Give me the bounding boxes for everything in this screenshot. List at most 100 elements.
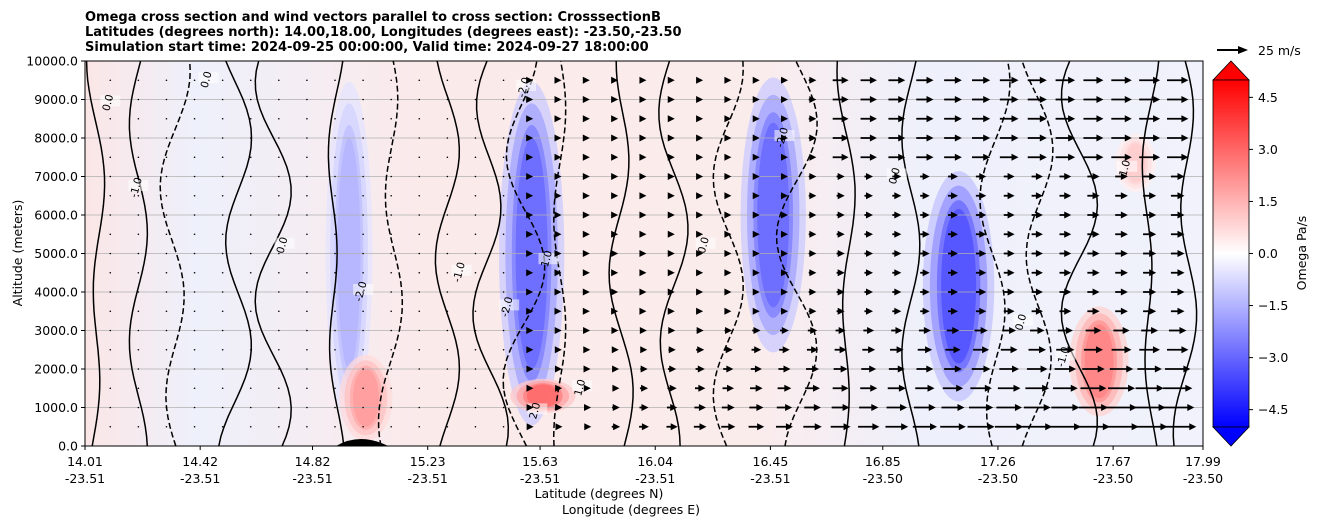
wind-vector (306, 194, 308, 197)
wind-vector-head (526, 211, 534, 219)
wind-vector-head (841, 134, 849, 142)
wind-vector-head (1092, 173, 1100, 180)
wind-vector (418, 329, 421, 332)
wind-vector-head (865, 211, 873, 219)
wind-vector-head (809, 192, 817, 200)
wind-vector-head (898, 384, 906, 392)
wind-vector (165, 194, 168, 197)
wind-vector-head (611, 76, 619, 84)
contour-label: -2.0 (353, 280, 370, 303)
wind-vector-head (724, 269, 732, 277)
wind-vector-head (667, 307, 675, 315)
wind-vector (249, 291, 252, 293)
wind-vector (306, 233, 308, 236)
wind-vector-head (639, 230, 647, 238)
wind-vector (474, 425, 477, 428)
wind-vector (418, 348, 421, 351)
wind-vector-head (696, 115, 704, 123)
wind-vector (193, 291, 196, 293)
wind-vector-head (724, 192, 732, 200)
omega-contour (658, 61, 689, 446)
wind-vector (502, 425, 505, 428)
omega-contour (1060, 61, 1099, 446)
wind-vector-head (554, 327, 562, 334)
wind-vector (474, 252, 477, 255)
wind-vector (334, 79, 336, 82)
wind-vector-head (810, 327, 818, 334)
plot-area: 0.00.0-1.00.0-2.0-1.0-2.0-2.0-1.01.00.0-… (85, 61, 1203, 446)
wind-vector (418, 387, 421, 390)
wind-vector-head (809, 153, 817, 161)
wind-vector-head (1068, 134, 1076, 142)
wind-vector-head (582, 96, 590, 103)
wind-vector-head (696, 327, 704, 334)
contour-label: -1.0 (128, 176, 145, 199)
wind-vector-head (554, 269, 562, 277)
wind-vector-head (1068, 153, 1076, 161)
wind-vector-head (1177, 307, 1185, 315)
wind-vector-head (526, 404, 534, 411)
omega-contour (608, 61, 634, 446)
x-tick-lon: -23.51 (750, 471, 790, 486)
wind-vector (502, 194, 505, 197)
y-tick-label: 0.0 (58, 439, 78, 454)
wind-vector-head (983, 76, 991, 84)
wind-vector (278, 252, 280, 255)
wind-vector-head (611, 134, 619, 142)
wind-vector-head (554, 250, 562, 257)
wind-vector-head (1177, 288, 1185, 296)
wind-vector (334, 214, 336, 216)
wind-vector-head (640, 346, 648, 354)
wind-vector-head (1177, 211, 1185, 219)
wind-vector-head (1011, 96, 1019, 103)
wind-vector (418, 310, 421, 313)
wind-vector (334, 387, 336, 390)
wind-vector-head (1181, 76, 1189, 84)
wind-vector (249, 194, 252, 197)
wind-vector-head (809, 76, 817, 84)
wind-vector (221, 79, 224, 82)
omega-contour (254, 61, 292, 446)
wind-vector-head (926, 365, 934, 373)
wind-vector-head (582, 134, 590, 142)
x-tick-lat: 14.42 (182, 454, 218, 469)
wind-vector-head (724, 230, 732, 238)
wind-vector-head (1096, 153, 1104, 161)
wind-vector-head (1011, 76, 1019, 84)
wind-vector-head (898, 76, 906, 84)
wind-vector-head (982, 346, 990, 354)
wind-vector (221, 406, 224, 409)
wind-vector-head (983, 96, 991, 103)
colorbar-tick-label: 1.5 (1258, 194, 1278, 209)
wind-vector-head (1124, 346, 1132, 354)
wind-vector (334, 406, 336, 409)
contour-label-bg (274, 237, 295, 249)
wind-vector (502, 291, 505, 293)
wind-vector-head (781, 115, 789, 123)
wind-vector-head (725, 346, 733, 354)
wind-vector-head (582, 115, 590, 123)
wind-vector (446, 368, 449, 370)
wind-vector-head (1064, 250, 1072, 257)
wind-vector-head (555, 384, 563, 392)
wind-vector-head (1092, 211, 1100, 219)
wind-vector (221, 194, 224, 197)
wind-vector-head (900, 404, 908, 411)
wind-vector (502, 98, 505, 101)
wind-vector (334, 271, 336, 274)
wind-vector (390, 368, 392, 370)
wind-vector-head (669, 384, 677, 392)
wind-vector-head (894, 307, 902, 315)
colorbar: 4.5 3.0 1.5 0.0 −1.5 −3.0 −4.5 (1212, 60, 1288, 447)
wind-vector-head (754, 346, 762, 354)
wind-vector-head (526, 346, 534, 354)
wind-vector-head (752, 115, 760, 123)
wind-vector (221, 387, 224, 390)
wind-vector-head (922, 192, 930, 200)
wind-vector-head (728, 423, 736, 431)
y-tick-label: 9000.0 (34, 92, 78, 107)
y-tick-label: 7000.0 (34, 169, 78, 184)
wind-vector-head (865, 307, 873, 315)
wind-vector (390, 252, 392, 255)
wind-vector-head (1129, 404, 1137, 411)
